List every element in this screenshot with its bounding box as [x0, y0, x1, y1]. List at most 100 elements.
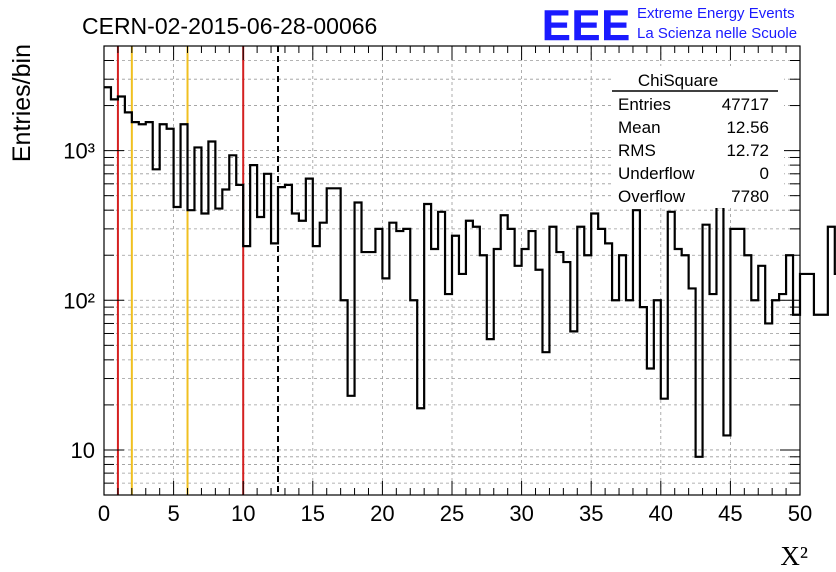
histogram-bin	[368, 252, 375, 495]
stats-box: ChiSquare Entries 47717 Mean 12.56 RMS 12.72 U…	[612, 66, 784, 208]
histogram-bin	[153, 169, 160, 495]
histogram-bin	[299, 221, 306, 495]
histogram-bin	[292, 214, 299, 495]
histogram-bin	[661, 399, 668, 495]
histogram-bin	[598, 229, 605, 495]
histogram-bin	[814, 315, 821, 495]
histogram-bin	[765, 323, 772, 495]
histogram-bin	[285, 185, 292, 495]
histogram-bin	[410, 300, 417, 495]
eee-logo-mark: EEE	[542, 2, 631, 50]
stats-row-label: Underflow	[618, 164, 695, 183]
histogram-bin	[703, 225, 710, 495]
histogram-bin	[167, 129, 174, 495]
histogram-bin	[730, 229, 737, 495]
stats-row: Entries 47717	[618, 95, 769, 114]
histogram-bin	[549, 227, 556, 495]
y-tick-label: 10²	[63, 288, 95, 313]
histogram-bin	[654, 300, 661, 495]
x-tick-label: 30	[509, 501, 533, 526]
histogram-bin	[174, 207, 181, 495]
histogram-outline	[104, 86, 836, 458]
x-axis-label: X²	[780, 541, 808, 571]
histogram-bin	[689, 288, 696, 495]
histogram-bin	[751, 300, 758, 495]
eee-logo-line2: La Scienza nelle Scuole	[637, 25, 797, 42]
histogram-bin	[821, 315, 828, 495]
histogram-bin	[723, 435, 730, 495]
histogram-bin	[201, 214, 208, 495]
stats-row: Underflow 0	[618, 164, 769, 183]
histogram-bin	[570, 331, 577, 495]
histogram-bin	[257, 217, 264, 495]
histogram-bin	[431, 249, 438, 495]
x-tick-label: 40	[649, 501, 673, 526]
x-tick-labels: 0 5 10 15 20 25 30 35 40 45 50	[98, 501, 812, 526]
chart-title: CERN-02-2015-06-28-00066	[82, 13, 377, 39]
x-tick-label: 0	[98, 501, 110, 526]
histogram-bin	[438, 212, 445, 495]
stats-row-value: 0	[760, 164, 769, 183]
histogram-bin	[466, 221, 473, 495]
histogram-bin	[716, 207, 723, 495]
histogram-bin	[181, 124, 188, 495]
histogram-bin	[675, 249, 682, 495]
histogram-bin	[807, 274, 814, 495]
eee-logo-line1: Extreme Energy Events	[637, 5, 795, 22]
histogram-bin	[612, 300, 619, 495]
histogram-bin	[480, 255, 487, 495]
histogram-bin	[396, 231, 403, 495]
stats-row-label: RMS	[618, 141, 656, 160]
histogram-bin	[710, 294, 717, 495]
histogram-bin	[313, 246, 320, 495]
histogram-bin	[563, 262, 570, 495]
histogram-bin	[452, 236, 459, 495]
histogram-bin	[327, 188, 334, 495]
x-tick-label: 50	[788, 501, 812, 526]
stats-row-value: 12.72	[726, 141, 769, 160]
histogram-bin	[473, 227, 480, 495]
axis-ticks	[103, 45, 801, 496]
histogram-bin	[522, 249, 529, 495]
x-tick-label: 15	[301, 501, 325, 526]
histogram-bin	[362, 252, 369, 495]
histogram-bin	[194, 147, 201, 495]
stats-title: ChiSquare	[638, 71, 718, 90]
histogram-bin	[118, 96, 125, 495]
eee-logo: EEE Extreme Energy Events La Scienza nel…	[542, 2, 797, 51]
stats-box-background	[612, 66, 784, 208]
x-tick-label: 45	[718, 501, 742, 526]
histogram-bin	[737, 229, 744, 495]
stats-row: RMS 12.72	[618, 141, 769, 160]
y-tick-label: 10³	[63, 139, 95, 164]
histogram-bin	[348, 396, 355, 495]
histogram-bin	[786, 255, 793, 495]
histogram-bin	[229, 155, 236, 495]
histogram-bin	[529, 231, 536, 495]
histogram-bin	[772, 300, 779, 495]
histogram-bin	[306, 179, 313, 495]
histogram-bin	[160, 124, 167, 495]
stats-row-label: Mean	[618, 118, 661, 137]
histogram-bin	[125, 112, 132, 495]
stats-row-value: 7780	[731, 187, 769, 206]
histogram-bin	[682, 255, 689, 495]
histogram-bin	[271, 243, 278, 495]
histogram-bin	[536, 270, 543, 495]
histogram-bin	[494, 249, 501, 495]
histogram-bin	[487, 339, 494, 495]
histogram-bin	[382, 278, 389, 495]
histogram-bin	[104, 87, 111, 495]
histogram-bin	[556, 252, 563, 495]
histogram-bin	[403, 229, 410, 495]
histogram-bin	[640, 307, 647, 495]
histogram-bin	[626, 300, 633, 495]
histogram-bin	[584, 255, 591, 495]
stats-row-label: Entries	[618, 95, 671, 114]
stats-row-value: 12.56	[726, 118, 769, 137]
histogram-bin	[215, 209, 222, 495]
x-tick-label: 35	[579, 501, 603, 526]
x-tick-label: 20	[370, 501, 394, 526]
histogram-bin	[744, 255, 751, 495]
